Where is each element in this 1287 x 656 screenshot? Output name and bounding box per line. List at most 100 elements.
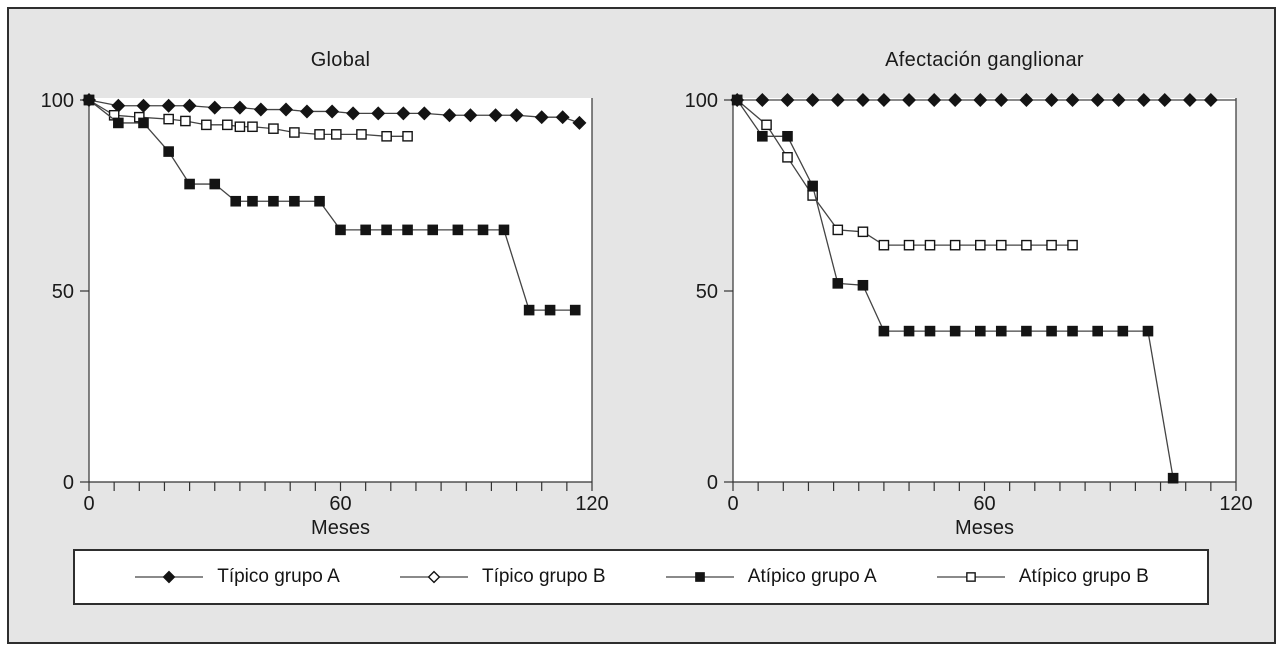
chart-ganglionar-title: Afectación ganglionar xyxy=(885,49,1084,71)
square-open-marker xyxy=(314,129,325,140)
series-line xyxy=(88,99,580,124)
chart-ganglionar-canvas: 0 50 100 0 60 120 xyxy=(685,90,1253,515)
x-tick-label: 120 xyxy=(575,493,608,515)
square-open-marker xyxy=(857,226,869,238)
diamond-filled-marker xyxy=(1044,93,1059,107)
square-filled-marker xyxy=(498,224,510,236)
diamond-filled-marker xyxy=(1065,93,1080,107)
diamond-filled-marker xyxy=(830,93,845,107)
series-line xyxy=(88,99,408,137)
square-filled-marker xyxy=(694,572,705,582)
diamond-filled-marker xyxy=(805,93,820,107)
square-filled-marker xyxy=(1142,325,1154,337)
diamond-filled-marker xyxy=(876,93,891,107)
plot-area xyxy=(89,98,592,482)
square-filled-marker xyxy=(1067,325,1078,337)
square-filled-marker xyxy=(975,325,986,337)
square-open-marker xyxy=(1067,239,1078,251)
square-filled-marker xyxy=(807,180,818,192)
square-filled-marker xyxy=(452,224,464,236)
legend-item-tipico-grupo-b: Típico grupo B xyxy=(398,566,606,588)
square-open-marker xyxy=(1021,239,1032,251)
diamond-filled-marker xyxy=(1090,93,1105,107)
diamond-filled-marker xyxy=(509,108,524,123)
square-open-marker xyxy=(949,239,961,251)
square-filled-marker xyxy=(477,224,489,236)
square-open-marker xyxy=(402,130,413,142)
diamond-filled-marker xyxy=(371,106,386,121)
square-filled-marker xyxy=(209,178,221,190)
square-filled-marker xyxy=(995,325,1007,337)
y-tick-label: 50 xyxy=(696,281,718,303)
square-filled-marker xyxy=(247,195,258,207)
diamond-filled-marker xyxy=(927,93,942,107)
square-filled-marker xyxy=(335,224,346,236)
series-atipico-grupo-a xyxy=(731,94,1179,484)
diamond-filled-marker xyxy=(162,570,176,584)
square-open-marker xyxy=(782,151,793,163)
square-open-marker xyxy=(924,239,936,251)
square-filled-marker xyxy=(427,224,439,236)
square-open-marker xyxy=(163,113,174,125)
legend-item-label: Típico grupo A xyxy=(217,566,340,587)
chart-global-xaxis-label: Meses xyxy=(311,517,370,539)
diamond-filled-marker xyxy=(1157,93,1172,107)
square-open-marker xyxy=(995,239,1007,251)
square-filled-marker xyxy=(857,279,869,291)
square-open-marker xyxy=(1046,239,1057,251)
square-filled-marker xyxy=(381,224,392,236)
y-tick-label: 100 xyxy=(685,90,718,112)
diamond-filled-marker xyxy=(555,110,570,125)
square-filled-marker xyxy=(138,117,149,129)
square-filled-marker xyxy=(230,195,242,207)
x-tick-label: 120 xyxy=(1219,493,1252,515)
legend-square-filled-sample xyxy=(665,572,734,582)
diamond-filled-marker xyxy=(299,104,314,119)
diamond-filled-marker xyxy=(780,93,795,107)
diamond-filled-marker xyxy=(572,115,587,130)
diamond-filled-marker xyxy=(232,100,247,115)
y-tick-label: 0 xyxy=(63,472,74,494)
series-tipico-grupo-a xyxy=(82,93,587,130)
square-filled-marker xyxy=(757,130,768,142)
diamond-filled-marker xyxy=(948,93,963,107)
square-filled-marker xyxy=(1046,325,1057,337)
square-open-marker xyxy=(201,119,212,131)
diamond-filled-marker xyxy=(1136,93,1151,107)
square-filled-marker xyxy=(523,304,535,316)
figure-frame: 0 50 100 0 60 120 Global Meses 0 50 100 0 60 120 A… xyxy=(7,7,1276,644)
square-open-marker xyxy=(975,239,986,251)
diamond-filled-marker xyxy=(1111,93,1126,107)
diamond-filled-marker xyxy=(994,93,1009,107)
square-open-marker xyxy=(966,572,976,582)
diamond-filled-marker xyxy=(182,98,197,113)
diamond-filled-marker xyxy=(1019,93,1034,107)
square-filled-marker xyxy=(113,117,124,129)
diamond-filled-marker xyxy=(346,106,361,121)
square-filled-marker xyxy=(782,130,793,142)
y-tick-label: 100 xyxy=(41,90,74,112)
legend-item-tipico-grupo-a: Típico grupo A xyxy=(133,566,340,588)
diamond-filled-marker xyxy=(1182,93,1197,107)
series-atipico-grupo-a xyxy=(83,94,581,316)
legend-item-atipico-grupo-a: Atípico grupo A xyxy=(664,566,877,588)
square-filled-marker xyxy=(878,325,890,337)
diamond-filled-marker xyxy=(325,104,340,119)
square-filled-marker xyxy=(1021,325,1032,337)
square-open-marker xyxy=(903,239,915,251)
square-filled-marker xyxy=(544,304,556,316)
diamond-filled-marker xyxy=(973,93,988,107)
square-filled-marker xyxy=(268,195,279,207)
square-filled-marker xyxy=(360,224,371,236)
diamond-filled-marker xyxy=(207,100,222,115)
legend-item-label: Típico grupo B xyxy=(481,566,606,587)
diamond-filled-marker xyxy=(488,108,503,123)
square-filled-marker xyxy=(314,195,325,207)
square-open-marker xyxy=(832,224,844,236)
diamond-filled-marker xyxy=(417,106,432,121)
diamond-filled-marker xyxy=(755,93,770,107)
square-open-marker xyxy=(289,127,300,138)
square-filled-marker xyxy=(903,325,915,337)
square-filled-marker xyxy=(83,94,95,106)
diamond-filled-marker xyxy=(855,93,870,107)
